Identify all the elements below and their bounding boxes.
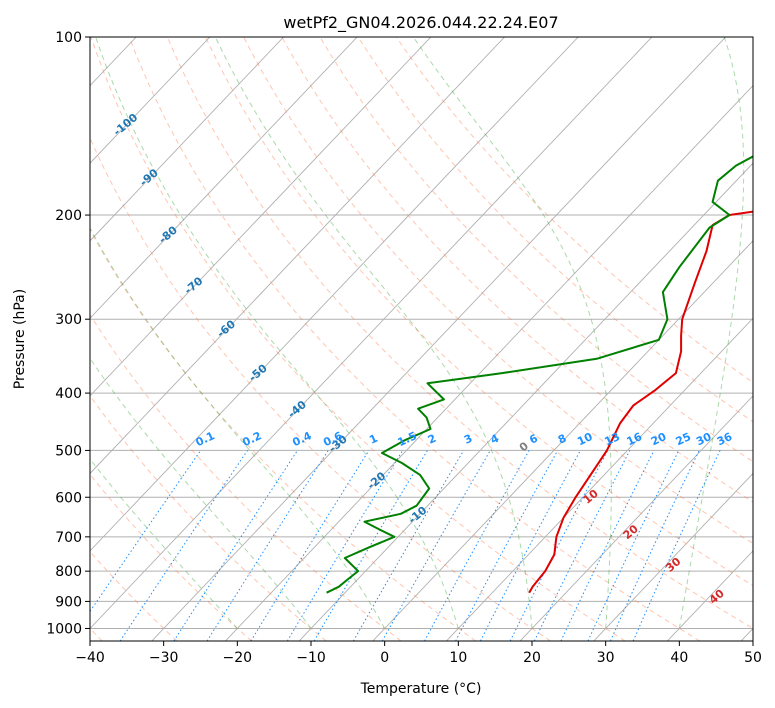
isotherm-line	[225, 84, 753, 641]
isotherm-line	[519, 395, 753, 641]
mixing-ratio-line	[250, 450, 370, 641]
mixing-ratio-label: 25	[674, 430, 693, 448]
dry-adiabat-line	[90, 473, 252, 641]
moist-adiabat-line	[90, 226, 386, 629]
plot-frame	[89, 36, 754, 642]
x-tick-label: −10	[296, 650, 326, 666]
dry-adiabat-line	[357, 37, 753, 423]
isotherm-line	[90, 37, 505, 475]
isotherm-line	[446, 317, 753, 641]
dry-adiabat-line	[166, 37, 753, 630]
mixing-ratio-line	[609, 450, 700, 641]
isotherm-line	[90, 37, 432, 397]
y-tick-label: 400	[55, 386, 82, 402]
dry-adiabat-line	[243, 37, 753, 545]
mixing-ratio-line	[533, 450, 631, 641]
mixing-ratio-line	[352, 450, 465, 641]
y-tick-label: 600	[55, 490, 82, 506]
mixing-ratio-label: 30	[694, 430, 714, 448]
isotherm-line	[298, 162, 753, 641]
background-lines	[90, 37, 753, 641]
y-tick-label: 100	[55, 30, 82, 46]
chart-title: wetPf2_GN04.2026.044.22.24.E07	[283, 13, 558, 33]
mixing-ratio-line	[313, 450, 428, 641]
moist-adiabat-line	[412, 37, 612, 629]
x-tick-label: −40	[75, 650, 105, 666]
isotherm-line	[90, 37, 653, 630]
y-tick-label: 800	[55, 564, 82, 580]
y-tick-label: 1000	[46, 621, 82, 637]
y-tick-label: 700	[55, 530, 82, 546]
dry-adiabat-line	[90, 136, 551, 641]
isotherm-line	[90, 37, 579, 552]
x-axis-label: Temperature (°C)	[360, 681, 482, 697]
moist-adiabat-line	[678, 37, 745, 629]
moist-adiabat-line	[214, 37, 533, 629]
y-axis-label: Pressure (hPa)	[12, 289, 28, 389]
mixing-ratio-line	[381, 450, 491, 641]
y-tick-label: 500	[55, 443, 82, 459]
isotherm-line	[151, 37, 726, 641]
mixing-ratio-line	[90, 450, 202, 613]
dry-adiabat-line	[281, 37, 753, 503]
mixing-ratio-label: 13	[603, 430, 622, 448]
dry-adiabat-line	[90, 37, 626, 641]
dry-adiabat-line	[319, 37, 753, 463]
moist-adiabat-line	[90, 458, 238, 629]
x-tick-label: 40	[670, 650, 688, 666]
mixing-ratio-label: 20	[649, 430, 669, 448]
dry-adiabat-line	[395, 37, 753, 383]
dewpoint-profile-line	[326, 155, 753, 594]
profile-lines	[326, 155, 753, 594]
isotherm-line	[90, 37, 358, 319]
x-tick-label: 10	[449, 650, 467, 666]
dry-adiabat-line	[90, 313, 402, 641]
axis-ticks: −40 −30 −20 −10 0 10 20 30 40 50 100 200 300 400 500 60…	[46, 30, 762, 666]
temperature-profile-line	[528, 210, 753, 594]
y-tick-label: 300	[55, 312, 82, 328]
x-tick-label: −30	[149, 650, 179, 666]
mixing-ratio-line	[560, 450, 655, 641]
isotherm-line	[90, 37, 211, 164]
mixing-ratio-line	[173, 450, 298, 641]
isotherm-line	[90, 37, 284, 242]
mixing-ratio-line	[632, 450, 721, 641]
x-tick-label: 20	[523, 650, 541, 666]
dry-adiabat-line	[128, 37, 701, 641]
mixing-ratio-label: 16	[625, 430, 645, 448]
moist-adiabat-line	[95, 37, 459, 629]
x-tick-label: 0	[380, 650, 389, 666]
moist-adiabat-line	[90, 357, 312, 629]
x-tick-label: −20	[223, 650, 253, 666]
mixing-ratio-line	[424, 450, 530, 641]
mixing-ratio-label: 36	[715, 430, 735, 448]
y-tick-label: 900	[55, 594, 82, 610]
x-tick-label: 30	[597, 650, 615, 666]
mixing-ratio-line	[206, 450, 329, 641]
isotherm-line	[593, 472, 753, 641]
mixing-ratio-line	[587, 450, 680, 641]
mixing-ratio-line	[286, 450, 404, 641]
y-tick-label: 200	[55, 208, 82, 224]
x-tick-label: 50	[744, 650, 762, 666]
mixing-ratio-label: 10	[575, 430, 595, 448]
